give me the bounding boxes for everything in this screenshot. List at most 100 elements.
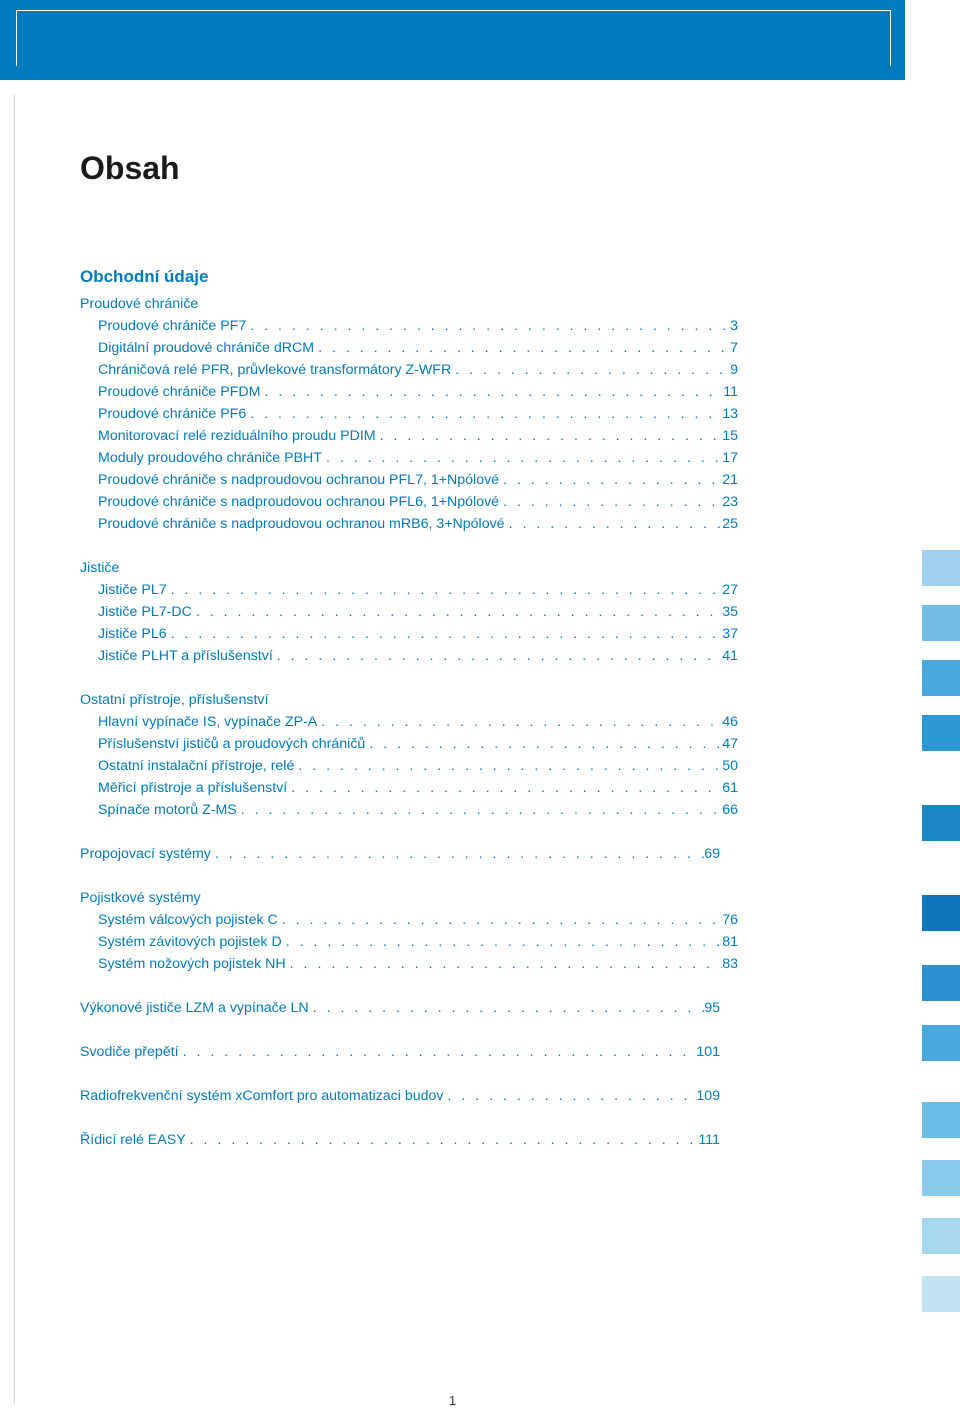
toc-entry-label: Propojovací systémy (80, 843, 211, 865)
toc-entry[interactable]: Výkonové jističe LZM a vypínače LN . . .… (80, 997, 720, 1019)
toc-subheading: Jističe (80, 557, 841, 579)
toc-entry-page: 109 (696, 1085, 720, 1107)
toc-entry-page: 21 (722, 469, 738, 491)
toc-section: Radiofrekvenční systém xComfort pro auto… (80, 1085, 841, 1107)
toc-leader-dots: . . . . . . . . . . . . . . . . . . . . … (309, 997, 705, 1019)
toc-entry-page: 76 (722, 909, 738, 931)
toc-entry-page: 15 (722, 425, 738, 447)
toc-entry[interactable]: Jističe PLHT a příslušenství . . . . . .… (98, 645, 738, 667)
toc-entry[interactable]: Radiofrekvenční systém xComfort pro auto… (80, 1085, 720, 1107)
toc-leader-dots: . . . . . . . . . . . . . . . . . . . . … (365, 733, 722, 755)
toc-subheading-label: Ostatní přístroje, příslušenství (80, 689, 268, 711)
toc-leader-dots: . . . . . . . . . . . . . . . . . . . . … (282, 931, 723, 953)
toc-entry-page: 46 (722, 711, 738, 733)
toc-entry-label: Proudové chrániče PF7 (98, 315, 246, 337)
toc-entry-label: Chráničová relé PFR, průvlekové transfor… (98, 359, 451, 381)
side-tab (922, 1160, 960, 1196)
toc-section: Ostatní přístroje, příslušenstvíHlavní v… (80, 689, 841, 821)
toc-entry[interactable]: Jističe PL7-DC . . . . . . . . . . . . .… (98, 601, 738, 623)
toc-entry-label: Systém nožových pojistek NH (98, 953, 286, 975)
page-number: 1 (0, 1393, 905, 1408)
toc-entry[interactable]: Proudové chrániče PF6 . . . . . . . . . … (98, 403, 738, 425)
toc-entry[interactable]: Hlavní vypínače IS, vypínače ZP-A . . . … (98, 711, 738, 733)
toc-entry-page: 50 (722, 755, 738, 777)
toc-entry[interactable]: Svodiče přepětí . . . . . . . . . . . . … (80, 1041, 720, 1063)
toc-leader-dots: . . . . . . . . . . . . . . . . . . . . … (273, 645, 722, 667)
toc-entry-label: Jističe PL6 (98, 623, 167, 645)
side-tab (922, 965, 960, 1001)
toc-leader-dots: . . . . . . . . . . . . . . . . . . . . … (246, 315, 730, 337)
toc-leader-dots: . . . . . . . . . . . . . . . . . . . . … (167, 623, 723, 645)
toc-leader-dots: . . . . . . . . . . . . . . . . . . . . … (314, 337, 730, 359)
toc-entry[interactable]: Propojovací systémy . . . . . . . . . . … (80, 843, 720, 865)
toc-entry[interactable]: Systém nožových pojistek NH . . . . . . … (98, 953, 738, 975)
toc-leader-dots: . . . . . . . . . . . . . . . . . . . . … (192, 601, 722, 623)
toc-entry-page: 111 (698, 1129, 720, 1151)
toc-leader-dots: . . . . . . . . . . . . . . . . . . . . … (278, 909, 722, 931)
toc-section: Obchodní údajeProudové chráničeProudové … (80, 267, 841, 535)
toc-entry[interactable]: Řídicí relé EASY . . . . . . . . . . . .… (80, 1129, 720, 1151)
toc-entry-label: Hlavní vypínače IS, vypínače ZP-A (98, 711, 317, 733)
toc-leader-dots: . . . . . . . . . . . . . . . . . . . . … (376, 425, 723, 447)
toc-entry[interactable]: Systém válcových pojistek C . . . . . . … (98, 909, 738, 931)
toc-entry[interactable]: Proudové chrániče PFDM . . . . . . . . .… (98, 381, 738, 403)
side-tab (922, 715, 960, 751)
toc-entry[interactable]: Příslušenství jističů a proudových chrán… (98, 733, 738, 755)
header-inner-frame (16, 10, 891, 66)
toc-entry-page: 69 (704, 843, 720, 865)
toc-entry[interactable]: Proudové chrániče PF7 . . . . . . . . . … (98, 315, 738, 337)
toc-entry-label: Jističe PL7 (98, 579, 167, 601)
side-tab (922, 1218, 960, 1254)
toc-entry-page: 95 (704, 997, 720, 1019)
toc-entry-page: 35 (722, 601, 738, 623)
toc-section: Svodiče přepětí . . . . . . . . . . . . … (80, 1041, 841, 1063)
toc-entry[interactable]: Systém závitových pojistek D . . . . . .… (98, 931, 738, 953)
toc-leader-dots: . . . . . . . . . . . . . . . . . . . . … (499, 469, 722, 491)
toc-entry[interactable]: Digitální proudové chrániče dRCM . . . .… (98, 337, 738, 359)
toc-entry[interactable]: Měřicí přístroje a příslušenství . . . .… (98, 777, 738, 799)
toc-leader-dots: . . . . . . . . . . . . . . . . . . . . … (287, 777, 722, 799)
toc-entry-page: 9 (730, 359, 738, 381)
toc-entry[interactable]: Proudové chrániče s nadproudovou ochrano… (98, 491, 738, 513)
toc-entry-page: 11 (723, 381, 738, 403)
side-tab (922, 1102, 960, 1138)
toc-leader-dots: . . . . . . . . . . . . . . . . . . . . … (499, 491, 722, 513)
table-of-contents: Obchodní údajeProudové chráničeProudové … (80, 267, 841, 1151)
toc-leader-dots: . . . . . . . . . . . . . . . . . . . . … (179, 1041, 697, 1063)
toc-entry[interactable]: Jističe PL6 . . . . . . . . . . . . . . … (98, 623, 738, 645)
toc-entry-page: 23 (722, 491, 738, 513)
toc-section: Propojovací systémy . . . . . . . . . . … (80, 843, 841, 865)
toc-subheading: Pojistkové systémy (80, 887, 841, 909)
side-tab (922, 550, 960, 586)
toc-entry[interactable]: Monitorovací relé reziduálního proudu PD… (98, 425, 738, 447)
toc-entry[interactable]: Proudové chrániče s nadproudovou ochrano… (98, 513, 738, 535)
side-tab (922, 895, 960, 931)
toc-entry-page: 101 (696, 1041, 720, 1063)
toc-entry-label: Proudové chrániče s nadproudovou ochrano… (98, 469, 499, 491)
toc-leader-dots: . . . . . . . . . . . . . . . . . . . . … (286, 953, 723, 975)
toc-leader-dots: . . . . . . . . . . . . . . . . . . . . … (167, 579, 723, 601)
toc-entry-page: 47 (722, 733, 738, 755)
toc-section: Pojistkové systémySystém válcových pojis… (80, 887, 841, 975)
toc-entry-label: Měřicí přístroje a příslušenství (98, 777, 287, 799)
side-tab (922, 605, 960, 641)
page-title: Obsah (80, 150, 841, 187)
toc-entry[interactable]: Chráničová relé PFR, průvlekové transfor… (98, 359, 738, 381)
toc-leader-dots: . . . . . . . . . . . . . . . . . . . . … (237, 799, 722, 821)
toc-entry[interactable]: Spínače motorů Z-MS . . . . . . . . . . … (98, 799, 738, 821)
header-band (0, 0, 905, 80)
toc-entry[interactable]: Proudové chrániče s nadproudovou ochrano… (98, 469, 738, 491)
toc-entry[interactable]: Ostatní instalační přístroje, relé . . .… (98, 755, 738, 777)
toc-leader-dots: . . . . . . . . . . . . . . . . . . . . … (505, 513, 723, 535)
toc-entry-label: Radiofrekvenční systém xComfort pro auto… (80, 1085, 444, 1107)
side-tab (922, 1276, 960, 1312)
toc-entry[interactable]: Jističe PL7 . . . . . . . . . . . . . . … (98, 579, 738, 601)
toc-entry-label: Jističe PL7-DC (98, 601, 192, 623)
toc-entry-label: Proudové chrániče PF6 (98, 403, 246, 425)
toc-entry-page: 61 (722, 777, 738, 799)
toc-entry[interactable]: Moduly proudového chrániče PBHT . . . . … (98, 447, 738, 469)
toc-entry-page: 25 (722, 513, 738, 535)
side-tab (922, 805, 960, 841)
toc-entry-page: 41 (722, 645, 738, 667)
toc-entry-page: 7 (730, 337, 738, 359)
